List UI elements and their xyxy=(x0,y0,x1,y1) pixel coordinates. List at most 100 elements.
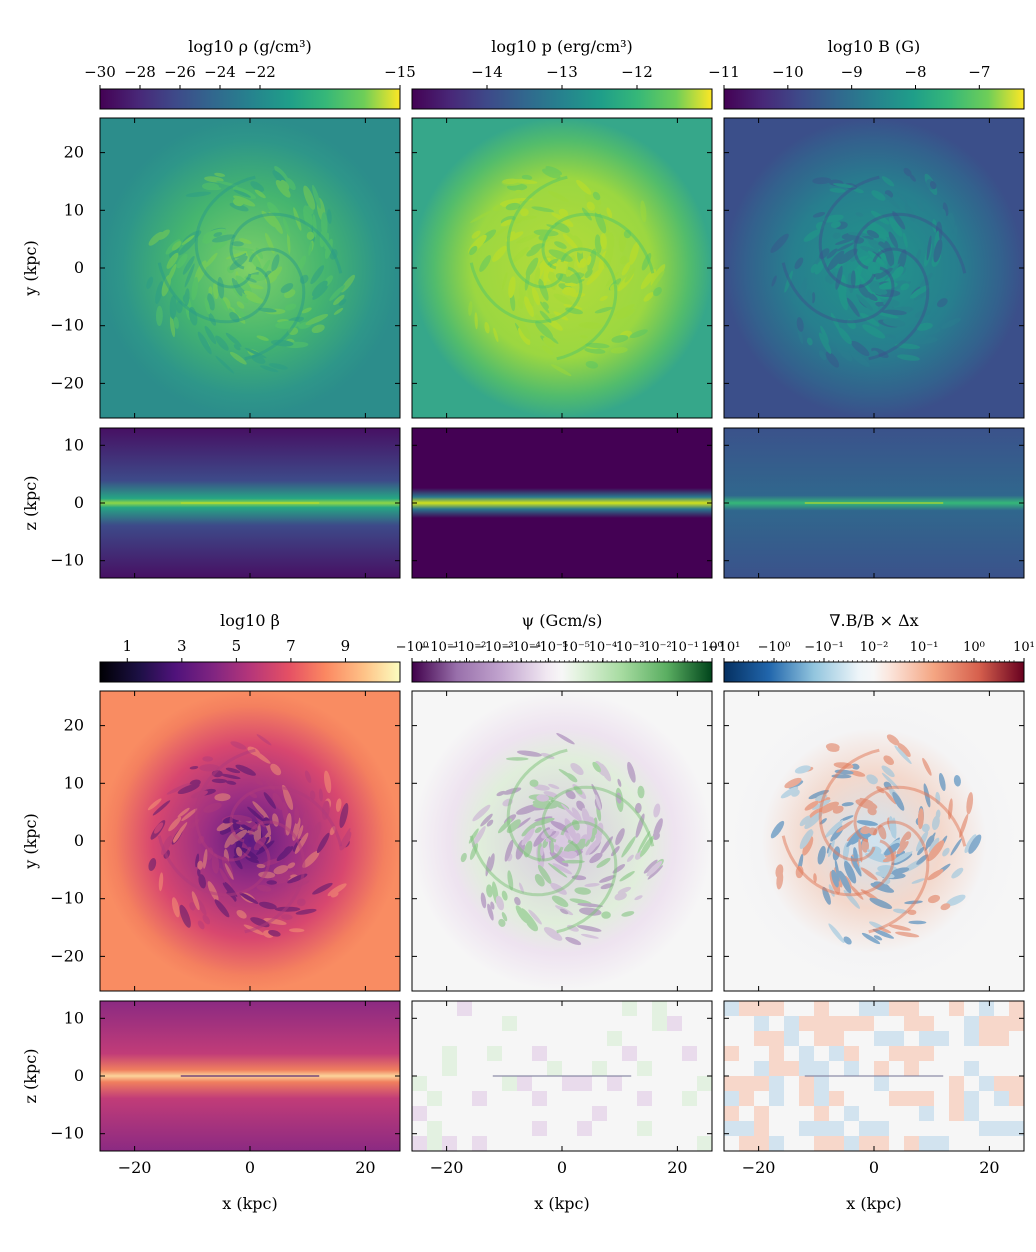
face-texture-streak xyxy=(848,770,866,777)
colorbar-tick-label: −14 xyxy=(471,63,503,81)
face-texture-streak xyxy=(576,248,583,269)
face-texture-streak xyxy=(621,836,636,858)
face-texture-streak xyxy=(860,228,877,237)
face-texture-streak xyxy=(235,280,246,295)
face-texture-streak xyxy=(858,838,863,863)
face-texture-streak xyxy=(909,174,916,182)
face-texture-streak xyxy=(572,235,583,250)
face-texture-streak xyxy=(927,894,941,904)
face-texture-streak xyxy=(228,308,235,315)
colorbar-tick-label: −10⁰ xyxy=(396,640,429,655)
face-texture-streak xyxy=(653,803,661,818)
edge-cell xyxy=(829,1091,844,1106)
edge-cell xyxy=(769,1061,784,1076)
face-texture-streak xyxy=(876,230,887,241)
face-texture-streak xyxy=(629,329,648,339)
face-texture-streak xyxy=(296,898,306,907)
face-texture-streak xyxy=(202,235,213,244)
face-texture-streak xyxy=(561,803,579,821)
face-texture-streak xyxy=(829,179,844,187)
face-texture-streak xyxy=(285,341,309,349)
x-tick-label: 0 xyxy=(869,1158,879,1177)
face-texture-streak xyxy=(235,271,239,282)
face-texture-streak xyxy=(513,179,538,184)
face-texture-streak xyxy=(615,828,625,846)
face-texture-streak xyxy=(866,230,880,239)
face-texture-streak xyxy=(197,899,207,916)
face-texture-streak xyxy=(541,345,554,356)
spiral-arm xyxy=(541,212,655,274)
colorbar-tick-label: 10⁻¹ xyxy=(670,640,699,655)
face-texture-streak xyxy=(169,246,180,258)
face-texture-streak xyxy=(629,241,640,265)
face-texture-streak xyxy=(309,240,314,252)
colorbar-tick-label: 10¹ xyxy=(1013,640,1035,655)
edge-cell xyxy=(904,1061,919,1076)
face-texture-streak xyxy=(543,926,563,941)
face-texture-streak xyxy=(600,233,607,250)
edge-cell xyxy=(949,1091,964,1106)
face-texture-streak xyxy=(282,786,294,811)
edge-cell xyxy=(799,1121,814,1136)
face-texture-streak xyxy=(306,231,315,240)
face-texture-streak xyxy=(881,176,895,187)
face-texture-streak xyxy=(501,217,510,223)
face-texture-streak xyxy=(606,207,613,219)
edge-cell xyxy=(994,1031,1009,1046)
face-texture-streak xyxy=(806,337,813,346)
colorbar-tick-label: 10⁻¹ xyxy=(910,640,939,655)
face-texture-streak xyxy=(899,266,907,275)
face-texture-streak xyxy=(947,212,955,231)
face-texture-streak xyxy=(866,774,878,784)
face-texture-streak xyxy=(584,883,600,887)
face-texture-streak xyxy=(895,850,906,859)
face-texture-streak xyxy=(294,807,300,824)
face-texture-streak xyxy=(931,815,940,831)
face-texture-streak xyxy=(902,232,908,248)
face-texture-streak xyxy=(827,745,840,752)
face-texture-streak xyxy=(525,257,539,277)
face-texture-streak xyxy=(177,783,200,795)
face-texture-streak xyxy=(814,259,825,275)
edge-cell xyxy=(577,1076,592,1091)
face-texture-streak xyxy=(169,295,177,319)
face-texture-streak xyxy=(856,820,878,826)
colorbar-tick-label: −10⁻¹ xyxy=(420,640,460,655)
edge-cell xyxy=(1009,1076,1024,1091)
face-y-tick-label: −20 xyxy=(50,946,84,965)
face-texture-streak xyxy=(268,211,283,234)
face-texture-streak xyxy=(225,767,241,774)
edge-cell xyxy=(919,1031,934,1046)
face-y-tick-label: 20 xyxy=(64,716,84,735)
face-texture-streak xyxy=(533,784,550,791)
edge-cell xyxy=(517,1076,532,1091)
face-texture-streak xyxy=(616,308,635,320)
face-texture-streak xyxy=(329,285,345,301)
face-texture-streak xyxy=(543,791,558,798)
face-texture-streak xyxy=(272,793,284,810)
face-texture-streak xyxy=(460,852,467,863)
face-texture-streak xyxy=(303,185,316,210)
spiral-arm xyxy=(244,247,306,361)
face-texture-streak xyxy=(868,284,888,295)
face-texture-streak xyxy=(244,347,267,359)
edge-cell xyxy=(859,1001,874,1016)
face-texture-streak xyxy=(550,364,572,377)
face-texture-streak xyxy=(599,875,616,883)
face-texture-streak xyxy=(166,252,179,269)
face-texture-streak xyxy=(232,198,244,207)
edge-cell xyxy=(592,1106,607,1121)
face-texture-streak xyxy=(261,857,284,867)
face-texture-streak xyxy=(561,247,575,269)
face-texture-streak xyxy=(194,260,207,284)
face-texture-streak xyxy=(281,914,293,920)
face-texture-streak xyxy=(913,291,929,301)
edge-cell xyxy=(427,1121,442,1136)
face-texture-streak xyxy=(208,286,213,296)
face-texture-streak xyxy=(558,283,573,291)
edge-cell xyxy=(607,1031,622,1046)
edge-cell xyxy=(919,1106,934,1121)
z-axis-label: z (kpc) xyxy=(21,476,40,531)
face-texture-streak xyxy=(565,255,575,277)
face-texture-streak xyxy=(501,912,508,922)
